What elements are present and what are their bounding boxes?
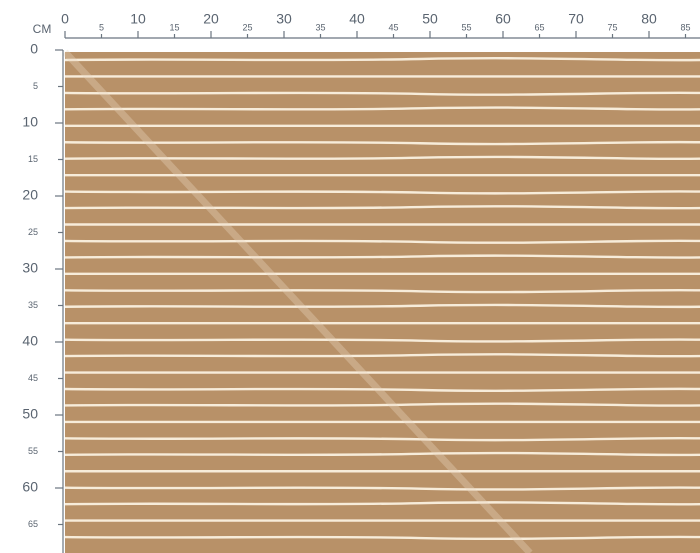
top-tick-label: 30 — [276, 11, 292, 27]
top-tick-label: 35 — [315, 22, 325, 32]
stripe — [64, 303, 700, 309]
stripe — [64, 288, 700, 294]
stripe — [64, 402, 700, 407]
left-tick-label: 5 — [33, 81, 38, 91]
stripe — [64, 451, 700, 457]
top-tick-label: 45 — [388, 22, 398, 32]
left-tick-label: 60 — [22, 479, 38, 495]
top-tick-label: 50 — [422, 11, 438, 27]
stripe — [64, 437, 700, 442]
top-tick-label: 70 — [568, 11, 584, 27]
left-tick-label: 40 — [22, 333, 38, 349]
top-tick-label: 65 — [534, 22, 544, 32]
top-tick-label: 10 — [130, 11, 146, 27]
top-tick-label: 0 — [61, 11, 69, 27]
left-tick-label: 65 — [28, 519, 38, 529]
left-tick-label: 55 — [28, 446, 38, 456]
top-tick-label: 60 — [495, 11, 511, 27]
fold-line — [62, 49, 533, 553]
top-tick-label: 85 — [680, 22, 690, 32]
stripe — [64, 190, 700, 195]
left-tick-label: 20 — [22, 187, 38, 203]
left-tick-label: 0 — [30, 41, 38, 57]
stripe — [64, 254, 700, 259]
stripe — [64, 353, 700, 358]
stripe — [64, 239, 700, 244]
left-tick-label: 50 — [22, 406, 38, 422]
stripe — [64, 535, 700, 541]
stripe — [64, 140, 700, 146]
stripes — [64, 57, 700, 541]
left-tick-label: 35 — [28, 300, 38, 310]
stripe — [64, 486, 700, 491]
stripe — [64, 205, 700, 210]
left-tick-label: 15 — [28, 154, 38, 164]
top-tick-label: 5 — [99, 22, 104, 32]
stripe — [64, 106, 700, 111]
left-tick-label: 30 — [22, 260, 38, 276]
stripe — [64, 57, 700, 62]
stripe — [64, 338, 700, 343]
top-tick-label: 75 — [607, 22, 617, 32]
top-tick-label: 55 — [461, 22, 471, 32]
left-tick-label: 25 — [28, 227, 38, 237]
top-tick-label: 80 — [641, 11, 657, 27]
top-tick-label: 20 — [203, 11, 219, 27]
left-tick-label: 45 — [28, 373, 38, 383]
top-tick-label: 40 — [349, 11, 365, 27]
stripe — [64, 155, 700, 161]
stripe — [64, 387, 700, 392]
fabric — [65, 52, 700, 553]
left-tick-label: 10 — [22, 114, 38, 130]
top-tick-label: 15 — [169, 22, 179, 32]
top-tick-label: 25 — [242, 22, 252, 32]
stripe — [64, 501, 700, 506]
unit-label: CM — [33, 22, 52, 36]
stripe — [64, 91, 700, 96]
